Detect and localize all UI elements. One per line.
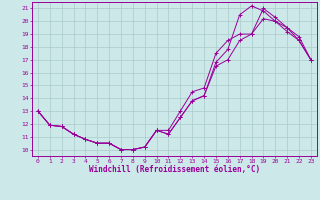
X-axis label: Windchill (Refroidissement éolien,°C): Windchill (Refroidissement éolien,°C): [89, 165, 260, 174]
